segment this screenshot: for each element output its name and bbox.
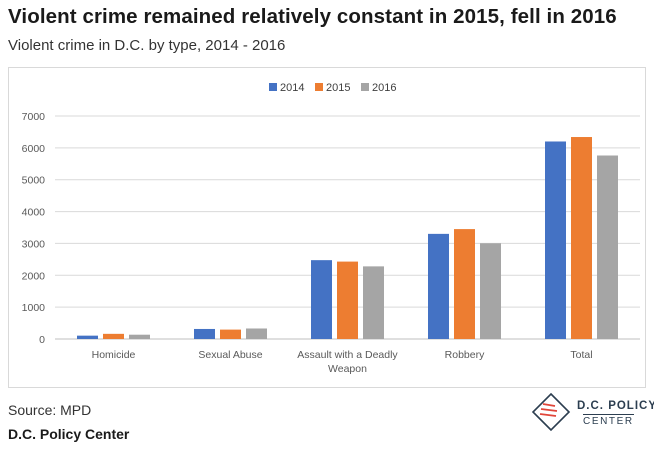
- y-tick-label: 4000: [22, 207, 46, 219]
- bar-2014: [194, 328, 215, 339]
- source-note: Source: MPD: [8, 402, 92, 418]
- organization-name: D.C. Policy Center: [8, 426, 130, 442]
- dc-map-icon: [531, 392, 571, 432]
- legend-label: 2016: [372, 82, 396, 94]
- bar-2016: [597, 155, 618, 339]
- y-tick-label: 5000: [22, 175, 46, 187]
- legend-swatch: [315, 83, 323, 91]
- y-tick-label: 2000: [22, 270, 46, 282]
- logo-text-line1: D.C. POLICY: [577, 400, 654, 412]
- x-tick-label: Total: [570, 349, 592, 361]
- logo-text-line2: CENTER: [583, 414, 634, 427]
- chart-subtitle: Violent crime in D.C. by type, 2014 - 20…: [8, 37, 286, 54]
- bar-2016: [129, 334, 150, 339]
- bar-2014: [545, 141, 566, 339]
- x-tick-label: Sexual Abuse: [198, 349, 262, 361]
- bar-2015: [103, 333, 124, 339]
- bar-2015: [571, 137, 592, 339]
- legend-label: 2014: [280, 82, 304, 94]
- y-tick-label: 0: [39, 334, 45, 346]
- bar-2015: [454, 229, 475, 339]
- legend-swatch: [269, 83, 277, 91]
- bar-2016: [480, 243, 501, 339]
- y-tick-label: 1000: [22, 302, 46, 314]
- bar-2014: [77, 335, 98, 339]
- bar-2016: [363, 266, 384, 339]
- bar-chart: 0 1000 2000 3000 4000 5000 6000 7000 Homicide Sex…: [22, 82, 640, 375]
- legend-swatch: [361, 83, 369, 91]
- dc-policy-center-logo: D.C. POLICY CENTER: [525, 390, 654, 445]
- x-tick-label: Robbery: [445, 349, 485, 361]
- bar-2015: [220, 329, 241, 339]
- x-tick-label: Homicide: [92, 349, 136, 361]
- x-tick-label: Weapon: [328, 363, 367, 375]
- bar-2014: [311, 260, 332, 339]
- bar-2014: [428, 233, 449, 339]
- chart-frame: [8, 67, 646, 388]
- chart-title: Violent crime remained relatively consta…: [8, 5, 617, 28]
- y-tick-label: 6000: [22, 143, 46, 155]
- bar-2016: [246, 328, 267, 339]
- legend-label: 2015: [326, 82, 350, 94]
- bar-2015: [337, 261, 358, 339]
- y-tick-label: 3000: [22, 238, 46, 250]
- x-tick-label: Assault with a Deadly: [297, 349, 398, 361]
- y-tick-label: 7000: [22, 111, 46, 123]
